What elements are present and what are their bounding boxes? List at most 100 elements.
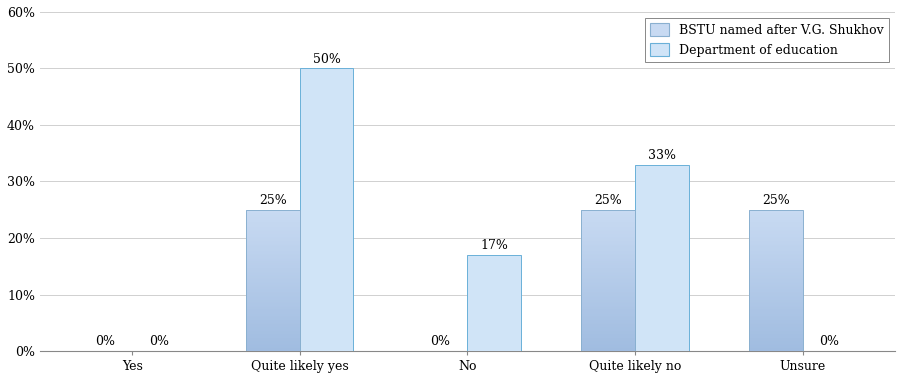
Bar bbox=[749, 285, 803, 286]
Bar bbox=[749, 238, 803, 239]
Bar bbox=[246, 340, 299, 341]
Bar bbox=[749, 279, 803, 280]
Bar bbox=[246, 290, 299, 292]
Bar bbox=[246, 292, 299, 293]
Bar bbox=[749, 283, 803, 285]
Bar bbox=[749, 269, 803, 271]
Bar bbox=[246, 234, 299, 235]
Bar bbox=[582, 221, 635, 222]
Bar bbox=[749, 321, 803, 323]
Bar bbox=[749, 293, 803, 294]
Bar bbox=[749, 237, 803, 238]
Bar bbox=[582, 227, 635, 228]
Bar bbox=[246, 228, 299, 230]
Bar bbox=[246, 232, 299, 234]
Bar bbox=[749, 259, 803, 261]
Bar bbox=[246, 210, 299, 211]
Bar bbox=[246, 276, 299, 277]
Bar bbox=[582, 283, 635, 285]
Bar bbox=[246, 217, 299, 218]
Bar bbox=[749, 230, 803, 231]
Bar bbox=[246, 294, 299, 296]
Bar bbox=[749, 296, 803, 297]
Bar bbox=[246, 249, 299, 251]
Text: 0%: 0% bbox=[149, 335, 169, 348]
Bar bbox=[749, 306, 803, 307]
Bar bbox=[749, 273, 803, 275]
Bar bbox=[582, 320, 635, 321]
Bar bbox=[582, 275, 635, 276]
Bar bbox=[749, 210, 803, 351]
Text: 17%: 17% bbox=[480, 239, 508, 252]
Bar bbox=[582, 215, 635, 217]
Bar bbox=[246, 317, 299, 318]
Bar bbox=[246, 210, 299, 351]
Bar bbox=[246, 242, 299, 244]
Bar bbox=[582, 350, 635, 351]
Bar bbox=[582, 317, 635, 318]
Bar bbox=[582, 237, 635, 238]
Bar bbox=[246, 309, 299, 310]
Bar bbox=[246, 235, 299, 237]
Bar bbox=[246, 230, 299, 231]
Bar bbox=[582, 338, 635, 340]
Bar bbox=[749, 350, 803, 351]
Bar bbox=[582, 347, 635, 348]
Bar bbox=[749, 348, 803, 350]
Bar bbox=[246, 273, 299, 275]
Bar bbox=[582, 234, 635, 235]
Bar bbox=[246, 221, 299, 222]
Text: 50%: 50% bbox=[313, 53, 341, 66]
Bar bbox=[582, 239, 635, 241]
Bar bbox=[749, 292, 803, 293]
Bar bbox=[246, 225, 299, 227]
Bar bbox=[749, 222, 803, 224]
Bar bbox=[749, 276, 803, 277]
Bar bbox=[749, 227, 803, 228]
Bar bbox=[582, 348, 635, 350]
Bar bbox=[246, 326, 299, 327]
Bar bbox=[749, 256, 803, 258]
Bar bbox=[246, 320, 299, 321]
Bar bbox=[246, 211, 299, 212]
Bar bbox=[246, 222, 299, 224]
Bar bbox=[582, 268, 635, 269]
Bar bbox=[582, 242, 635, 244]
Bar bbox=[582, 294, 635, 296]
Bar bbox=[749, 265, 803, 266]
Bar bbox=[582, 309, 635, 310]
Bar bbox=[246, 212, 299, 214]
Bar bbox=[582, 304, 635, 306]
Bar bbox=[246, 289, 299, 290]
Bar bbox=[582, 255, 635, 256]
Bar bbox=[582, 253, 635, 255]
Bar bbox=[582, 235, 635, 237]
Bar bbox=[749, 290, 803, 292]
Bar bbox=[246, 323, 299, 324]
Bar bbox=[582, 345, 635, 347]
Bar bbox=[246, 334, 299, 336]
Bar bbox=[582, 232, 635, 234]
Bar bbox=[582, 302, 635, 303]
Bar bbox=[246, 245, 299, 247]
Bar bbox=[582, 214, 635, 215]
Bar bbox=[582, 312, 635, 313]
Bar bbox=[246, 297, 299, 299]
Bar bbox=[582, 228, 635, 230]
Bar bbox=[582, 261, 635, 262]
Bar bbox=[749, 225, 803, 227]
Bar bbox=[246, 344, 299, 345]
Bar bbox=[582, 313, 635, 314]
Bar bbox=[582, 252, 635, 253]
Bar bbox=[749, 323, 803, 324]
Bar bbox=[749, 275, 803, 276]
Bar bbox=[246, 265, 299, 266]
Bar bbox=[246, 277, 299, 279]
Bar bbox=[749, 253, 803, 255]
Bar bbox=[246, 341, 299, 342]
Bar bbox=[246, 227, 299, 228]
Bar bbox=[246, 215, 299, 217]
Bar bbox=[749, 217, 803, 218]
Bar bbox=[749, 258, 803, 259]
Bar bbox=[582, 300, 635, 302]
